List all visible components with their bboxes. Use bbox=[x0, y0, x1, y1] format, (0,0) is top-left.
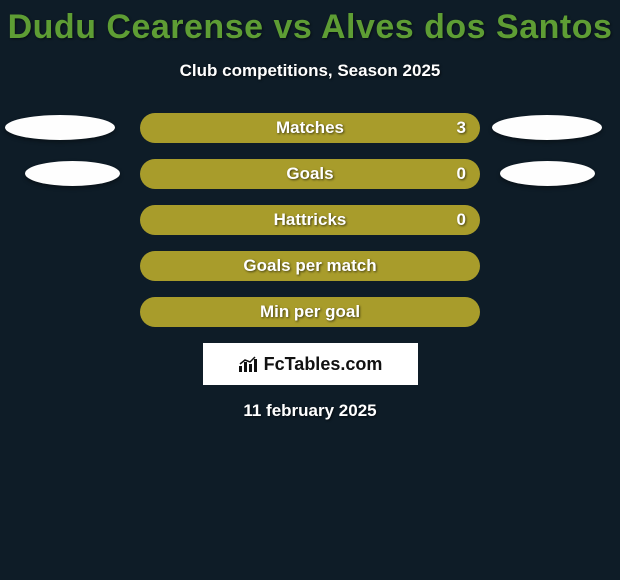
logo-text: FcTables.com bbox=[264, 354, 383, 375]
stat-value: 0 bbox=[457, 164, 466, 184]
stat-value: 3 bbox=[457, 118, 466, 138]
stat-label: Goals per match bbox=[243, 256, 376, 276]
logo-box: FcTables.com bbox=[203, 343, 418, 385]
stat-bar: Goals 0 bbox=[140, 159, 480, 189]
stats-rows: Matches 3 Goals 0 Hattricks 0 Goals per … bbox=[0, 113, 620, 327]
subtitle: Club competitions, Season 2025 bbox=[0, 61, 620, 81]
right-ellipse bbox=[492, 115, 602, 140]
stat-label: Hattricks bbox=[274, 210, 347, 230]
stat-row-min-per-goal: Min per goal bbox=[0, 297, 620, 327]
logo: FcTables.com bbox=[238, 354, 383, 375]
stat-bar: Min per goal bbox=[140, 297, 480, 327]
stat-row-goals-per-match: Goals per match bbox=[0, 251, 620, 281]
right-ellipse bbox=[500, 161, 595, 186]
stat-label: Goals bbox=[286, 164, 333, 184]
stat-row-matches: Matches 3 bbox=[0, 113, 620, 143]
page-title: Dudu Cearense vs Alves dos Santos bbox=[0, 0, 620, 47]
stat-label: Matches bbox=[276, 118, 344, 138]
stat-bar: Goals per match bbox=[140, 251, 480, 281]
stat-value: 0 bbox=[457, 210, 466, 230]
stat-label: Min per goal bbox=[260, 302, 360, 322]
chart-icon bbox=[238, 355, 260, 373]
left-ellipse bbox=[5, 115, 115, 140]
left-ellipse bbox=[25, 161, 120, 186]
stat-row-hattricks: Hattricks 0 bbox=[0, 205, 620, 235]
date-text: 11 february 2025 bbox=[0, 401, 620, 421]
stat-bar: Hattricks 0 bbox=[140, 205, 480, 235]
stat-row-goals: Goals 0 bbox=[0, 159, 620, 189]
stat-bar: Matches 3 bbox=[140, 113, 480, 143]
